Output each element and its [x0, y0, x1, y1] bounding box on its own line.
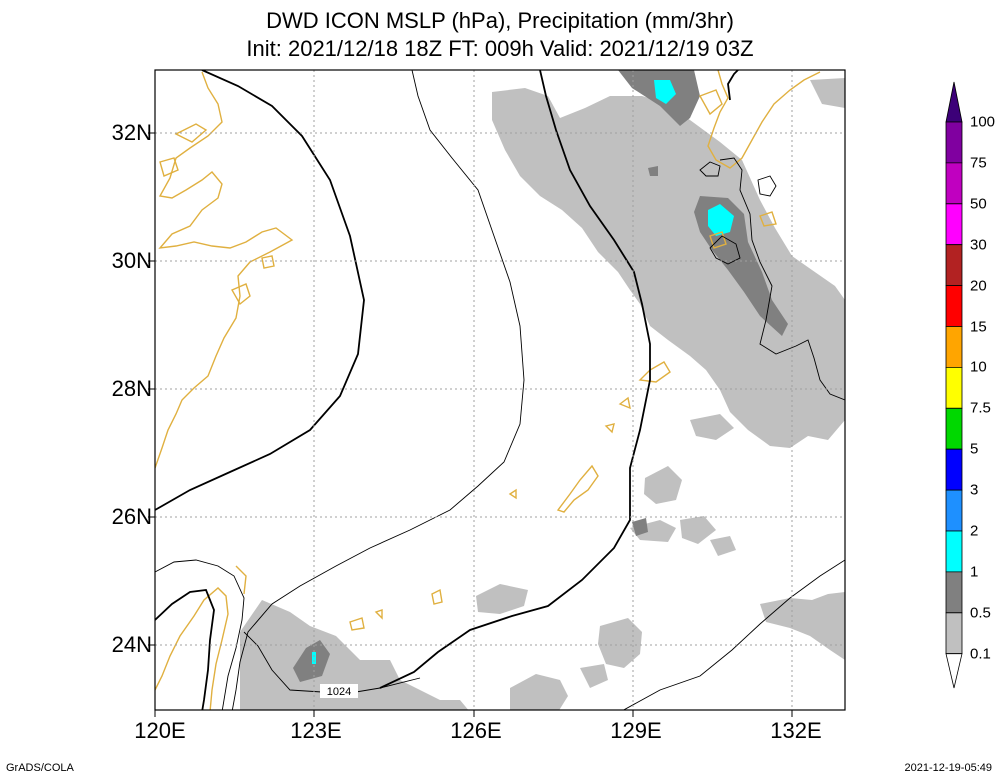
- lat-label-26n: 26N: [111, 504, 152, 529]
- lat-label-24n: 24N: [111, 632, 152, 657]
- colorbar-level-label: 50: [970, 195, 987, 213]
- colorbar-level-label: 2: [970, 522, 979, 540]
- colorbar-level-label: 20: [970, 277, 987, 295]
- colorbar-segment: [945, 489, 963, 532]
- colorbar-level-label: 30: [970, 236, 987, 254]
- colorbar-level-label: 0.1: [970, 645, 991, 663]
- colorbar-segment: [945, 530, 963, 573]
- colorbar-segment: [945, 571, 963, 614]
- map-frame: [154, 69, 846, 711]
- chart-subtitle: Init: 2021/12/18 18Z FT: 009h Valid: 202…: [246, 36, 754, 61]
- colorbar-level-label: 75: [970, 154, 987, 172]
- colorbar-segment: [945, 203, 963, 246]
- colorbar-level-label: 15: [970, 318, 987, 335]
- colorbar-segment: [945, 244, 963, 286]
- isobar-label: 1024: [327, 686, 351, 698]
- colorbar-segment: [945, 162, 963, 205]
- colorbar-segment: [945, 285, 963, 327]
- colorbar-level-label: 5: [970, 440, 979, 458]
- lon-label-129e: 129E: [610, 718, 662, 743]
- colorbar-segment: [945, 367, 963, 409]
- footer-software-credit: GrADS/COLA: [6, 762, 74, 774]
- isobars-thick: [155, 70, 739, 710]
- axis-ticks: [148, 132, 793, 717]
- colorbar-segment: [945, 448, 963, 491]
- colorbar-level-label: 0.5: [970, 604, 991, 622]
- colorbar-segment: [945, 81, 963, 123]
- lon-label-120e: 120E: [134, 718, 186, 743]
- chart-title: DWD ICON MSLP (hPa), Precipitation (mm/3…: [266, 8, 734, 33]
- lat-label-30n: 30N: [111, 248, 152, 273]
- colorbar-segment: [945, 407, 963, 450]
- footer-timestamp: 2021-12-19-05:49: [904, 762, 992, 774]
- colorbar-segment: [945, 653, 963, 689]
- colorbar-level-label: 100: [970, 113, 996, 131]
- lon-label-126e: 126E: [450, 718, 502, 743]
- map-grid: [155, 70, 845, 710]
- colorbar: [945, 81, 963, 689]
- coastlines: [155, 70, 821, 710]
- colorbar-level-label: 10: [970, 358, 987, 376]
- colorbar-segment: [945, 612, 963, 655]
- colorbar-segment: [945, 326, 963, 368]
- colorbar-level-label: 7.5: [970, 399, 991, 417]
- precip-light-areas: [240, 78, 845, 710]
- lat-label-32n: 32N: [111, 120, 152, 145]
- lon-label-123e: 123E: [290, 718, 342, 743]
- lat-label-28n: 28N: [111, 376, 152, 401]
- lon-label-132e: 132E: [770, 718, 822, 743]
- colorbar-segment: [945, 121, 963, 164]
- colorbar-level-label: 1: [970, 563, 979, 581]
- colorbar-level-label: 3: [970, 481, 979, 499]
- precip-heavy-areas: [312, 80, 734, 664]
